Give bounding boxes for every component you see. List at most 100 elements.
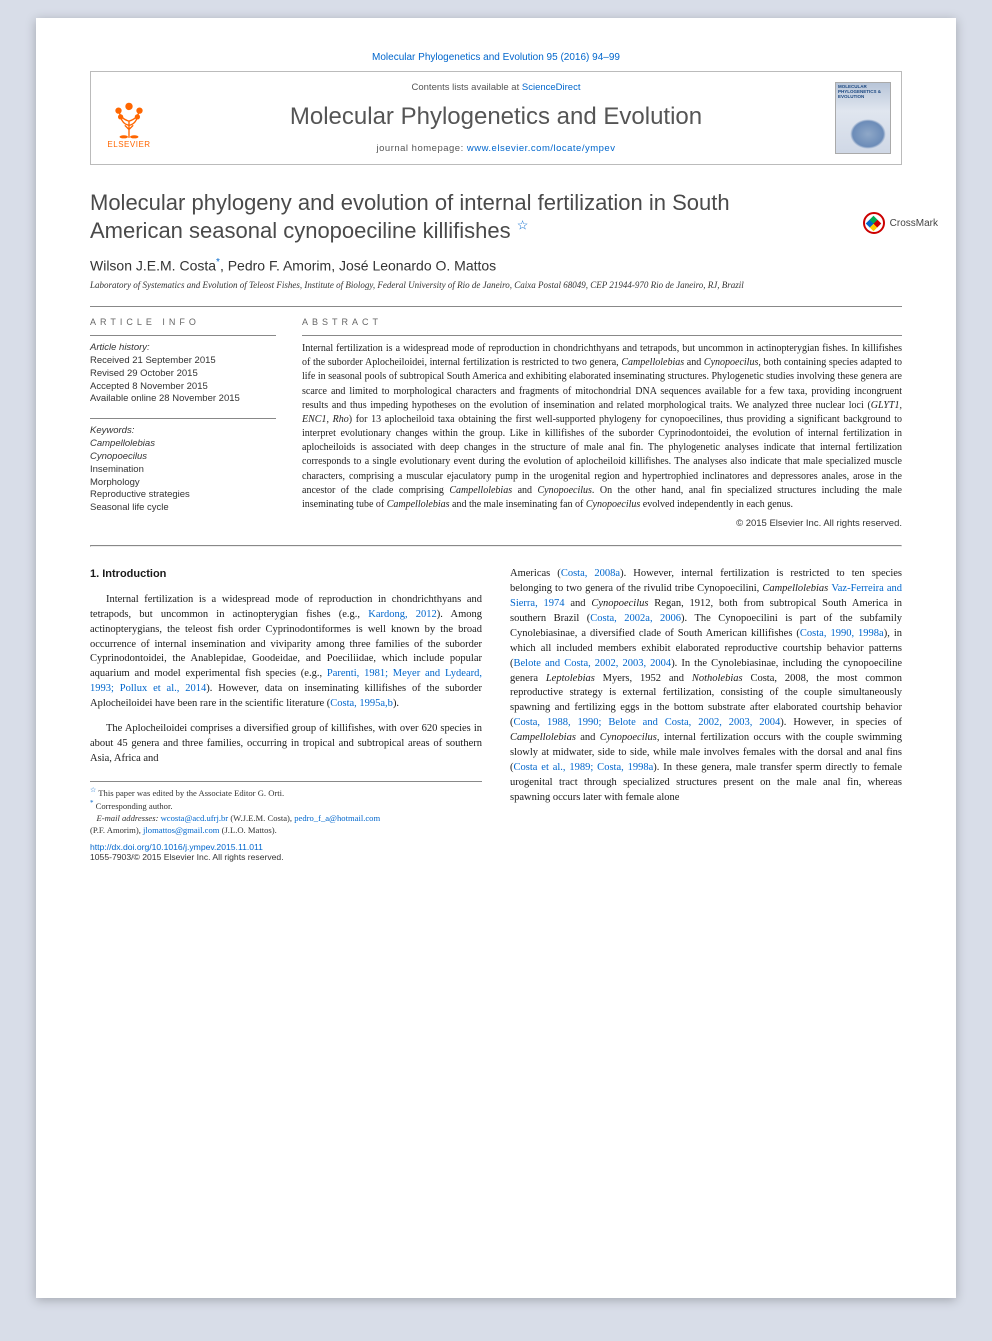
footnote-emails: E-mail addresses: wcosta@acd.ufrj.br (W.… <box>90 812 482 836</box>
sciencedirect-link[interactable]: ScienceDirect <box>522 82 581 93</box>
ref-costa1988[interactable]: Costa, 1988, 1990; Belote and Costa, 200… <box>514 717 781 728</box>
keyword-6: Seasonal life cycle <box>90 502 276 515</box>
abs-t5: and <box>512 485 537 496</box>
contents-available: Contents lists available at ScienceDirec… <box>163 82 829 93</box>
footnote-corresponding: * Corresponding author. <box>90 799 482 812</box>
abs-t8: evolved independently in each genus. <box>640 499 793 510</box>
b-ri5: Campellolebias <box>510 732 576 743</box>
keywords-block: Keywords: Campellolebias Cynopoecilus In… <box>90 418 276 515</box>
ref-costa2002a[interactable]: Costa, 2002a, 2006 <box>590 613 681 624</box>
online-date: Available online 28 November 2015 <box>90 393 276 406</box>
header-center: Contents lists available at ScienceDirec… <box>157 78 835 158</box>
abs-i4: Campellolebias <box>449 485 512 496</box>
ref-costa1989[interactable]: Costa et al., 1989; Costa, 1998a <box>514 762 654 773</box>
title-footnote-star[interactable]: ☆ <box>517 218 529 233</box>
rule-top <box>90 306 902 307</box>
elsevier-tree-icon <box>108 98 150 140</box>
body-columns: 1. Introduction Internal fertilization i… <box>90 567 902 835</box>
b-l2a: The Aplocheiloidei comprises a diversifi… <box>90 723 482 764</box>
b-r1c: and <box>565 598 592 609</box>
received-date: Received 21 September 2015 <box>90 355 276 368</box>
crossmark-label: CrossMark <box>890 218 938 229</box>
footer-left: http://dx.doi.org/10.1016/j.ympev.2015.1… <box>90 842 284 862</box>
homepage-prefix: journal homepage: <box>377 143 467 154</box>
elsevier-logo[interactable]: ELSEVIER <box>101 87 157 149</box>
author-2[interactable]: Pedro F. Amorim <box>228 258 331 274</box>
abs-t4: ) for 13 aplocheiloid taxa obtaining the… <box>302 414 902 496</box>
email-3[interactable]: jlomattos@gmail.com <box>143 825 219 835</box>
section-1-heading: 1. Introduction <box>90 567 482 583</box>
keyword-2: Cynopoecilus <box>90 451 276 464</box>
intro-para-1: Internal fertilization is a widespread m… <box>90 593 482 712</box>
keyword-3: Insemination <box>90 464 276 477</box>
email-3-who: (J.L.O. Mattos). <box>219 825 276 835</box>
journal-cover-thumbnail[interactable]: MOLECULAR PHYLOGENETICS & EVOLUTION <box>835 82 891 154</box>
rule-mid <box>90 545 902 547</box>
abs-i6: Campellolebias <box>387 499 450 510</box>
body-left-column: 1. Introduction Internal fertilization i… <box>90 567 482 835</box>
cover-brain-icon <box>850 119 886 149</box>
b-l1d: ). <box>393 698 399 709</box>
ref-belote[interactable]: Belote and Costa, 2002, 2003, 2004 <box>514 658 672 669</box>
keywords-head: Keywords: <box>90 425 276 436</box>
corresponding-marker[interactable]: * <box>216 257 220 268</box>
author-3[interactable]: José Leonardo O. Mattos <box>339 258 496 274</box>
fn-editor-text: This paper was edited by the Associate E… <box>96 788 284 798</box>
abs-i7: Cynopoecilus <box>586 499 640 510</box>
journal-name: Molecular Phylogenetics and Evolution <box>163 103 829 131</box>
abstract-copyright: © 2015 Elsevier Inc. All rights reserved… <box>302 518 902 529</box>
footnote-editor: ☆ This paper was edited by the Associate… <box>90 786 482 799</box>
citation-line[interactable]: Molecular Phylogenetics and Evolution 95… <box>90 52 902 63</box>
history-head: Article history: <box>90 342 276 353</box>
abs-i2: Cynopoecilus <box>704 357 758 368</box>
abstract-label: abstract <box>302 317 902 327</box>
email-label: E-mail addresses: <box>96 813 160 823</box>
article-history: Article history: Received 21 September 2… <box>90 335 276 406</box>
keyword-5: Reproductive strategies <box>90 489 276 502</box>
email-1[interactable]: wcosta@acd.ufrj.br <box>161 813 229 823</box>
email-2[interactable]: pedro_f_a@hotmail.com <box>294 813 380 823</box>
issn-copyright: 1055-7903/© 2015 Elsevier Inc. All right… <box>90 852 284 862</box>
footer-bar: http://dx.doi.org/10.1016/j.ympev.2015.1… <box>90 842 902 862</box>
article-info-column: article info Article history: Received 2… <box>90 317 276 529</box>
abs-t7: and the male inseminating fan of <box>450 499 586 510</box>
authors: Wilson J.E.M. Costa*, Pedro F. Amorim, J… <box>90 257 902 274</box>
body-right-column: Americas (Costa, 2008a). However, intern… <box>510 567 902 835</box>
crossmark-icon <box>863 212 885 234</box>
crossmark-badge[interactable]: CrossMark <box>863 212 938 234</box>
b-ri1: Campellolebias <box>762 583 831 594</box>
email-1-who: (W.J.E.M. Costa), <box>228 813 294 823</box>
b-ri4: Notholebias <box>692 673 743 684</box>
abstract-text: Internal fertilization is a widespread m… <box>302 335 902 512</box>
abstract-column: abstract Internal fertilization is a wid… <box>302 317 902 529</box>
ref-costa2008a[interactable]: Costa, 2008a <box>561 568 620 579</box>
affiliation: Laboratory of Systematics and Evolution … <box>90 280 902 290</box>
homepage-line: journal homepage: www.elsevier.com/locat… <box>163 143 829 154</box>
keyword-4: Morphology <box>90 477 276 490</box>
b-r1k: and <box>576 732 600 743</box>
author-1[interactable]: Wilson J.E.M. Costa <box>90 258 216 274</box>
email-2-who: (P.F. Amorim), <box>90 825 143 835</box>
intro-para-2: The Aplocheiloidei comprises a diversifi… <box>90 722 482 767</box>
article-info-label: article info <box>90 317 276 327</box>
ref-costa1995[interactable]: Costa, 1995a,b <box>330 698 393 709</box>
contents-prefix: Contents lists available at <box>412 82 522 93</box>
b-ri3: Leptolebias <box>546 673 595 684</box>
homepage-link[interactable]: www.elsevier.com/locate/ympev <box>467 143 616 154</box>
abs-i5: Cynopoecilus <box>537 485 591 496</box>
footnotes: ☆ This paper was edited by the Associate… <box>90 781 482 836</box>
fn-corr-text: Corresponding author. <box>94 801 173 811</box>
article-title: Molecular phylogeny and evolution of int… <box>90 189 805 245</box>
info-abstract-row: article info Article history: Received 2… <box>90 317 902 529</box>
keyword-1: Campellolebias <box>90 438 276 451</box>
b-r1a: Americas ( <box>510 568 561 579</box>
doi-link[interactable]: http://dx.doi.org/10.1016/j.ympev.2015.1… <box>90 842 263 852</box>
cover-title: MOLECULAR PHYLOGENETICS & EVOLUTION <box>838 85 888 100</box>
ref-kardong[interactable]: Kardong, 2012 <box>368 609 437 620</box>
title-line-1: Molecular phylogeny and evolution of int… <box>90 190 730 215</box>
title-line-2: American seasonal cynopoeciline killifis… <box>90 218 511 243</box>
publisher-name: ELSEVIER <box>107 140 150 149</box>
ref-costa1990[interactable]: Costa, 1990, 1998a <box>800 628 884 639</box>
page: Molecular Phylogenetics and Evolution 95… <box>36 18 956 1298</box>
b-ri2: Cynopoecilus <box>591 598 648 609</box>
